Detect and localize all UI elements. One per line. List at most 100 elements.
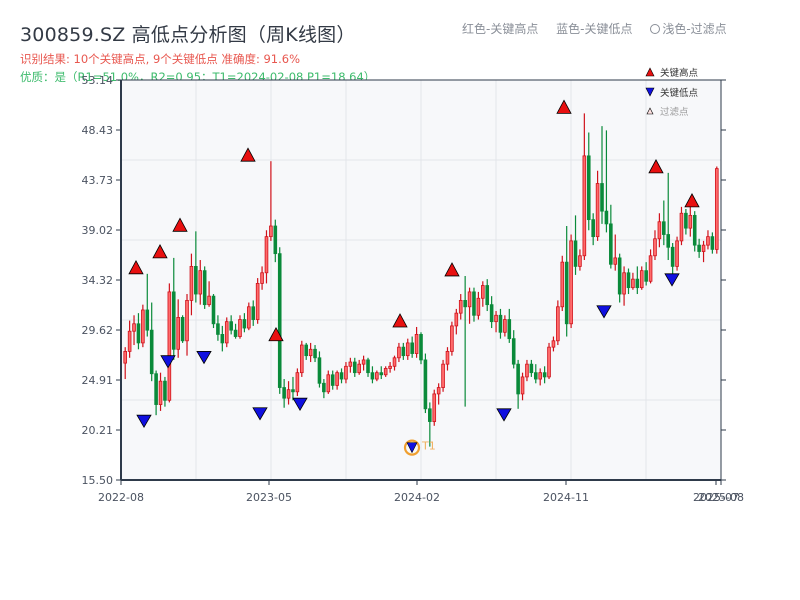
- candle-body: [198, 270, 203, 295]
- candle-body: [436, 387, 441, 395]
- y-tick-label: 29.62: [82, 324, 114, 337]
- candle-body: [304, 344, 309, 357]
- key-high-marker: [648, 159, 664, 174]
- candle-body: [361, 359, 366, 365]
- candle-body: [194, 265, 198, 295]
- candle-body: [516, 363, 520, 395]
- y-tick-label: 48.43: [82, 124, 114, 137]
- key-low-marker: [664, 273, 680, 287]
- candle-body: [366, 359, 370, 374]
- key-high-marker: [684, 193, 700, 208]
- candle-body: [525, 363, 529, 378]
- y-tick-label: 20.21: [82, 424, 114, 437]
- candle-body: [295, 372, 300, 393]
- candle-body: [370, 372, 375, 380]
- page-title: 300859.SZ 高低点分析图（周K线图）: [20, 24, 356, 46]
- key-low-marker: [160, 355, 176, 369]
- candle-body: [692, 214, 697, 246]
- candle-body: [485, 285, 490, 306]
- legend-blue-key-low: 蓝色-关键低点: [556, 22, 633, 36]
- candle-body: [635, 278, 640, 289]
- candle-body: [154, 373, 158, 405]
- x-tick-label: 2024-11: [543, 491, 589, 504]
- candle-body: [538, 372, 542, 380]
- candle-body: [211, 295, 216, 325]
- candle-body: [631, 278, 635, 289]
- candle-body: [714, 168, 719, 250]
- candle-body: [397, 346, 401, 359]
- candle-body: [706, 236, 710, 246]
- candle-body: [578, 255, 582, 267]
- y-tick-label: 53.14: [82, 74, 114, 87]
- candle-body: [657, 221, 662, 240]
- axes: 53.14 48.43 43.73 39.02 34.32 29.62 24.91 20.21…: [82, 74, 744, 504]
- candle-body: [167, 291, 172, 401]
- candle-body: [520, 376, 525, 395]
- candles: [123, 113, 719, 447]
- candle-body: [547, 346, 551, 378]
- candle-body: [308, 348, 313, 357]
- candle-body: [401, 346, 406, 357]
- circle-icon: [650, 24, 661, 34]
- candle-body: [595, 183, 600, 238]
- candle-body: [560, 261, 565, 308]
- candle-body: [666, 234, 671, 248]
- candle-body: [405, 342, 410, 357]
- candle-body: [423, 359, 428, 410]
- result-summary: 识别结果: 10个关键高点, 9个关键低点 准确度: 91.6%: [20, 52, 301, 66]
- candle-body: [481, 285, 485, 299]
- candle-body: [260, 272, 264, 284]
- candle-body: [609, 223, 613, 265]
- legend-high-label: 关键高点: [660, 67, 699, 79]
- candle-body: [639, 270, 644, 289]
- candle-body: [644, 270, 648, 282]
- key-high-marker: [556, 99, 572, 114]
- key-high-marker: [392, 313, 408, 328]
- candle-body: [617, 257, 622, 295]
- candle-body: [233, 329, 238, 337]
- candle-body: [604, 210, 609, 225]
- candle-body: [317, 357, 322, 384]
- candle-body: [626, 272, 631, 289]
- legend-low-icon: [645, 87, 655, 97]
- candle-body: [551, 340, 556, 348]
- candle-body: [282, 387, 286, 399]
- key-low-marker: [196, 351, 212, 365]
- candle-body: [291, 389, 295, 393]
- key-high-marker: [128, 259, 144, 275]
- candle-body: [511, 338, 516, 365]
- candle-body: [670, 246, 675, 267]
- candle-body: [127, 330, 132, 352]
- candle-body: [494, 314, 498, 323]
- candle-body: [229, 321, 233, 331]
- legend-low-label: 关键低点: [660, 87, 699, 99]
- candle-body: [383, 368, 388, 376]
- key-high-marker: [268, 326, 284, 342]
- candle-body: [428, 408, 432, 422]
- candle-body: [675, 240, 679, 267]
- key-point-markers: T1: [128, 99, 700, 456]
- candle-body: [163, 380, 167, 401]
- candle-body: [542, 372, 547, 378]
- candle-body: [149, 329, 154, 375]
- legend-light-filtered: 浅色-过滤点: [662, 22, 727, 36]
- candle-body: [379, 372, 384, 376]
- candle-body: [710, 236, 715, 250]
- x-tick-label: 2025-08: [698, 491, 744, 504]
- candle-body: [145, 309, 150, 331]
- candle-body: [224, 321, 229, 344]
- legend-high-icon: [645, 67, 655, 77]
- candle-body: [648, 255, 653, 282]
- candle-body: [242, 319, 247, 329]
- key-high-marker: [172, 217, 188, 232]
- candle-body: [202, 270, 207, 306]
- candle-body: [335, 372, 339, 386]
- candle-body: [344, 365, 348, 380]
- candle-body: [529, 363, 534, 374]
- candle-body: [313, 348, 317, 359]
- candle-body: [180, 317, 185, 342]
- candle-body: [357, 363, 361, 374]
- legend-filtered-label: 过滤点: [660, 106, 689, 118]
- candle-body: [467, 291, 472, 308]
- candle-body: [216, 323, 220, 335]
